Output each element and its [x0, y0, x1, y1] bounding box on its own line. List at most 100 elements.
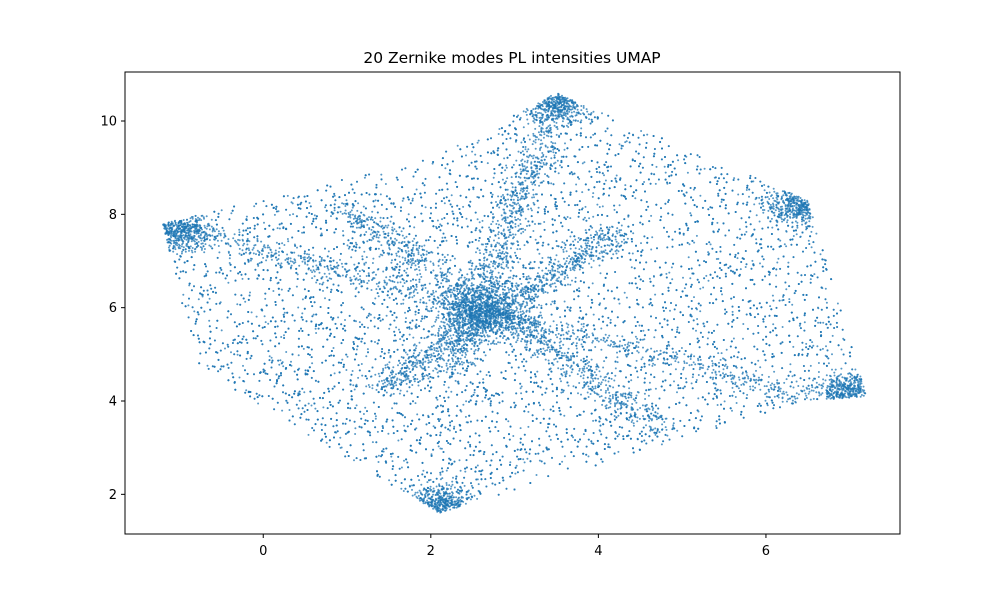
data-point: [403, 459, 405, 462]
data-point: [699, 194, 702, 197]
data-point: [400, 230, 403, 233]
data-point: [592, 419, 595, 422]
data-point: [706, 337, 709, 340]
data-point: [535, 474, 538, 476]
data-point: [696, 318, 699, 320]
data-point: [238, 376, 241, 379]
data-point: [542, 408, 545, 411]
data-point: [390, 261, 393, 264]
data-point: [292, 213, 295, 216]
data-point: [353, 388, 356, 391]
data-point: [437, 445, 440, 448]
data-point: [600, 389, 602, 391]
data-point: [263, 315, 266, 318]
data-point: [508, 354, 510, 356]
data-point: [525, 343, 528, 346]
data-point: [623, 291, 626, 294]
data-point: [827, 326, 829, 329]
data-point: [440, 447, 443, 450]
data-point: [439, 418, 442, 421]
data-point: [485, 245, 488, 248]
data-point: [798, 324, 801, 327]
data-point: [476, 464, 479, 467]
data-point: [627, 341, 630, 344]
data-point: [290, 360, 292, 363]
data-point: [208, 319, 211, 322]
data-point: [333, 372, 336, 375]
data-point: [650, 248, 653, 251]
data-point: [703, 167, 706, 170]
data-point: [314, 327, 317, 330]
data-point: [481, 264, 483, 267]
data-point: [817, 371, 820, 373]
data-point: [575, 183, 578, 186]
data-point: [377, 461, 380, 463]
data-point: [624, 141, 627, 144]
data-point: [476, 141, 479, 144]
data-point: [584, 205, 587, 208]
data-point: [298, 399, 301, 402]
data-point: [705, 274, 708, 277]
data-point: [388, 479, 391, 482]
data-point: [228, 262, 231, 264]
data-point: [462, 403, 465, 406]
data-point: [399, 338, 402, 341]
data-point: [808, 390, 811, 393]
data-point: [817, 362, 820, 364]
data-point: [791, 303, 794, 306]
data-point: [278, 363, 281, 366]
data-point: [307, 402, 310, 405]
data-point: [572, 385, 575, 388]
data-point: [280, 288, 283, 291]
data-point: [732, 337, 735, 340]
data-point: [224, 347, 226, 350]
data-point: [497, 133, 500, 135]
data-point: [506, 222, 509, 224]
data-point: [465, 217, 468, 220]
data-point: [285, 351, 288, 353]
data-point: [465, 154, 467, 157]
data-point: [302, 347, 305, 350]
data-point: [400, 466, 403, 469]
data-point: [241, 277, 244, 280]
data-point: [524, 217, 527, 220]
data-point: [372, 257, 375, 260]
data-point: [642, 346, 644, 349]
data-point: [614, 367, 617, 370]
data-point: [270, 356, 273, 359]
data-point: [581, 162, 584, 165]
data-point: [363, 250, 366, 253]
data-point: [264, 321, 267, 324]
data-point: [561, 94, 563, 97]
data-point: [527, 410, 530, 413]
data-point: [408, 333, 411, 336]
data-point: [777, 257, 780, 260]
data-point: [587, 295, 590, 298]
data-point: [463, 276, 466, 279]
data-point: [360, 363, 363, 365]
data-point: [591, 282, 594, 285]
data-point: [387, 351, 390, 354]
data-point: [255, 315, 258, 318]
data-point: [280, 336, 283, 338]
data-point: [630, 266, 633, 269]
data-point: [374, 417, 377, 420]
data-point: [604, 179, 607, 182]
data-point: [324, 297, 326, 300]
data-point: [364, 406, 367, 409]
data-point: [197, 298, 200, 301]
data-point: [288, 409, 291, 411]
data-point: [448, 271, 451, 274]
data-point: [473, 391, 476, 394]
data-point: [651, 236, 654, 239]
data-point: [376, 430, 379, 433]
data-point: [418, 479, 421, 482]
data-point: [572, 436, 574, 439]
data-point: [539, 143, 542, 146]
data-point: [403, 424, 406, 427]
data-point: [736, 257, 739, 260]
data-point: [313, 214, 316, 217]
data-point: [220, 329, 223, 332]
data-point: [414, 402, 417, 405]
data-point: [444, 167, 447, 170]
